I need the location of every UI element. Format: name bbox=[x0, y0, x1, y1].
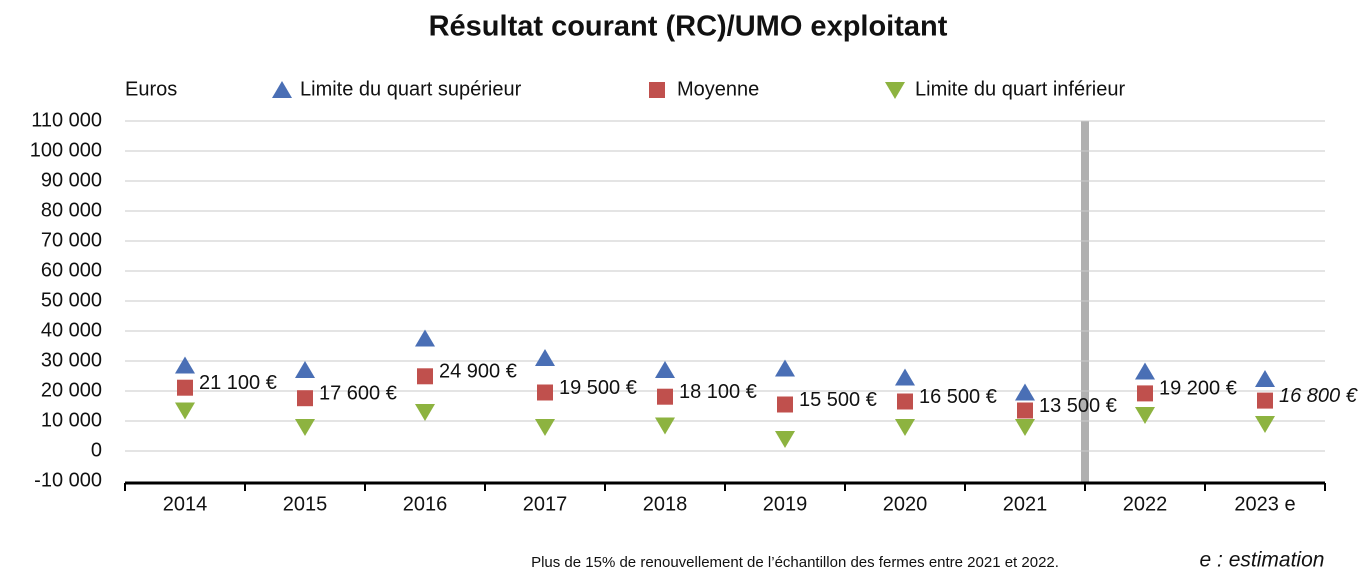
legend-marker bbox=[885, 82, 905, 99]
x-tick-label: 2016 bbox=[403, 493, 448, 515]
data-label: 18 100 € bbox=[679, 381, 757, 403]
data-label: 19 500 € bbox=[559, 377, 637, 399]
marker-triangle-down bbox=[775, 431, 795, 448]
x-tick-label: 2018 bbox=[643, 493, 688, 515]
y-tick-label: 20 000 bbox=[41, 379, 102, 401]
marker-triangle-down bbox=[415, 404, 435, 421]
y-tick-label: 40 000 bbox=[41, 319, 102, 341]
y-tick-label: 60 000 bbox=[41, 259, 102, 281]
annotation: e : estimation bbox=[1200, 549, 1325, 572]
data-label: 19 200 € bbox=[1159, 378, 1237, 400]
x-tick-label: 2017 bbox=[523, 493, 568, 515]
y-tick-label: 110 000 bbox=[31, 109, 102, 131]
marker-square bbox=[177, 379, 193, 396]
y-tick-label: 10 000 bbox=[41, 409, 102, 431]
x-tick-label: 2014 bbox=[163, 493, 208, 515]
marker-triangle-up bbox=[775, 359, 795, 377]
marker-square bbox=[657, 388, 673, 405]
marker-triangle-down bbox=[175, 402, 195, 420]
legend-label: Limite du quart supérieur bbox=[300, 78, 522, 100]
data-label: 17 600 € bbox=[319, 382, 397, 404]
data-label: 16 500 € bbox=[919, 386, 997, 408]
marker-triangle-up bbox=[1135, 362, 1155, 380]
x-tick-label: 2019 bbox=[763, 493, 808, 515]
legend-marker bbox=[649, 82, 665, 98]
y-tick-label: 70 000 bbox=[41, 229, 102, 251]
marker-square bbox=[777, 396, 793, 413]
data-label: 16 800 € bbox=[1279, 385, 1358, 407]
y-tick-label: 30 000 bbox=[41, 349, 102, 371]
marker-triangle-down bbox=[535, 419, 555, 436]
footnote: Plus de 15% de renouvellement de l’échan… bbox=[531, 554, 1059, 571]
marker-triangle-up bbox=[895, 368, 915, 386]
chart-title: Résultat courant (RC)/UMO exploitant bbox=[429, 11, 948, 43]
legend-marker bbox=[272, 81, 292, 98]
y-tick-label: 90 000 bbox=[41, 169, 102, 191]
marker-square bbox=[297, 390, 313, 407]
x-tick-label: 2023 e bbox=[1234, 493, 1295, 515]
data-label: 13 500 € bbox=[1039, 395, 1117, 417]
data-label: 21 100 € bbox=[199, 372, 277, 394]
y-tick-label: 50 000 bbox=[41, 289, 102, 311]
data-label: 15 500 € bbox=[799, 389, 877, 411]
x-tick-label: 2021 bbox=[1003, 493, 1048, 515]
marker-triangle-down bbox=[895, 419, 915, 436]
marker-triangle-up bbox=[295, 361, 315, 378]
marker-square bbox=[537, 384, 553, 401]
y-tick-label: 100 000 bbox=[30, 139, 102, 161]
marker-triangle-up bbox=[175, 356, 195, 374]
marker-square bbox=[1017, 402, 1033, 419]
marker-triangle-down bbox=[1255, 416, 1275, 433]
legend-label: Limite du quart inférieur bbox=[915, 78, 1125, 100]
marker-triangle-down bbox=[655, 417, 675, 435]
y-axis-label: Euros bbox=[125, 78, 177, 100]
marker-triangle-up bbox=[655, 361, 675, 378]
marker-triangle-up bbox=[1015, 383, 1035, 401]
marker-triangle-down bbox=[1015, 419, 1035, 436]
marker-triangle-up bbox=[535, 349, 555, 366]
data-label: 24 900 € bbox=[439, 361, 517, 383]
y-tick-label: 0 bbox=[91, 439, 102, 461]
marker-square bbox=[897, 393, 913, 410]
y-tick-label: -10 000 bbox=[34, 469, 102, 491]
marker-triangle-up bbox=[1255, 370, 1275, 387]
x-tick-label: 2022 bbox=[1123, 493, 1168, 515]
legend-label: Moyenne bbox=[677, 78, 759, 100]
marker-triangle-down bbox=[295, 419, 315, 436]
x-tick-label: 2020 bbox=[883, 493, 928, 515]
marker-triangle-down bbox=[1135, 407, 1155, 424]
marker-square bbox=[1257, 392, 1273, 409]
marker-square bbox=[1137, 385, 1153, 402]
y-tick-label: 80 000 bbox=[41, 199, 102, 221]
marker-triangle-up bbox=[415, 329, 435, 347]
separator bbox=[1081, 121, 1089, 483]
x-tick-label: 2015 bbox=[283, 493, 328, 515]
marker-square bbox=[417, 368, 433, 385]
